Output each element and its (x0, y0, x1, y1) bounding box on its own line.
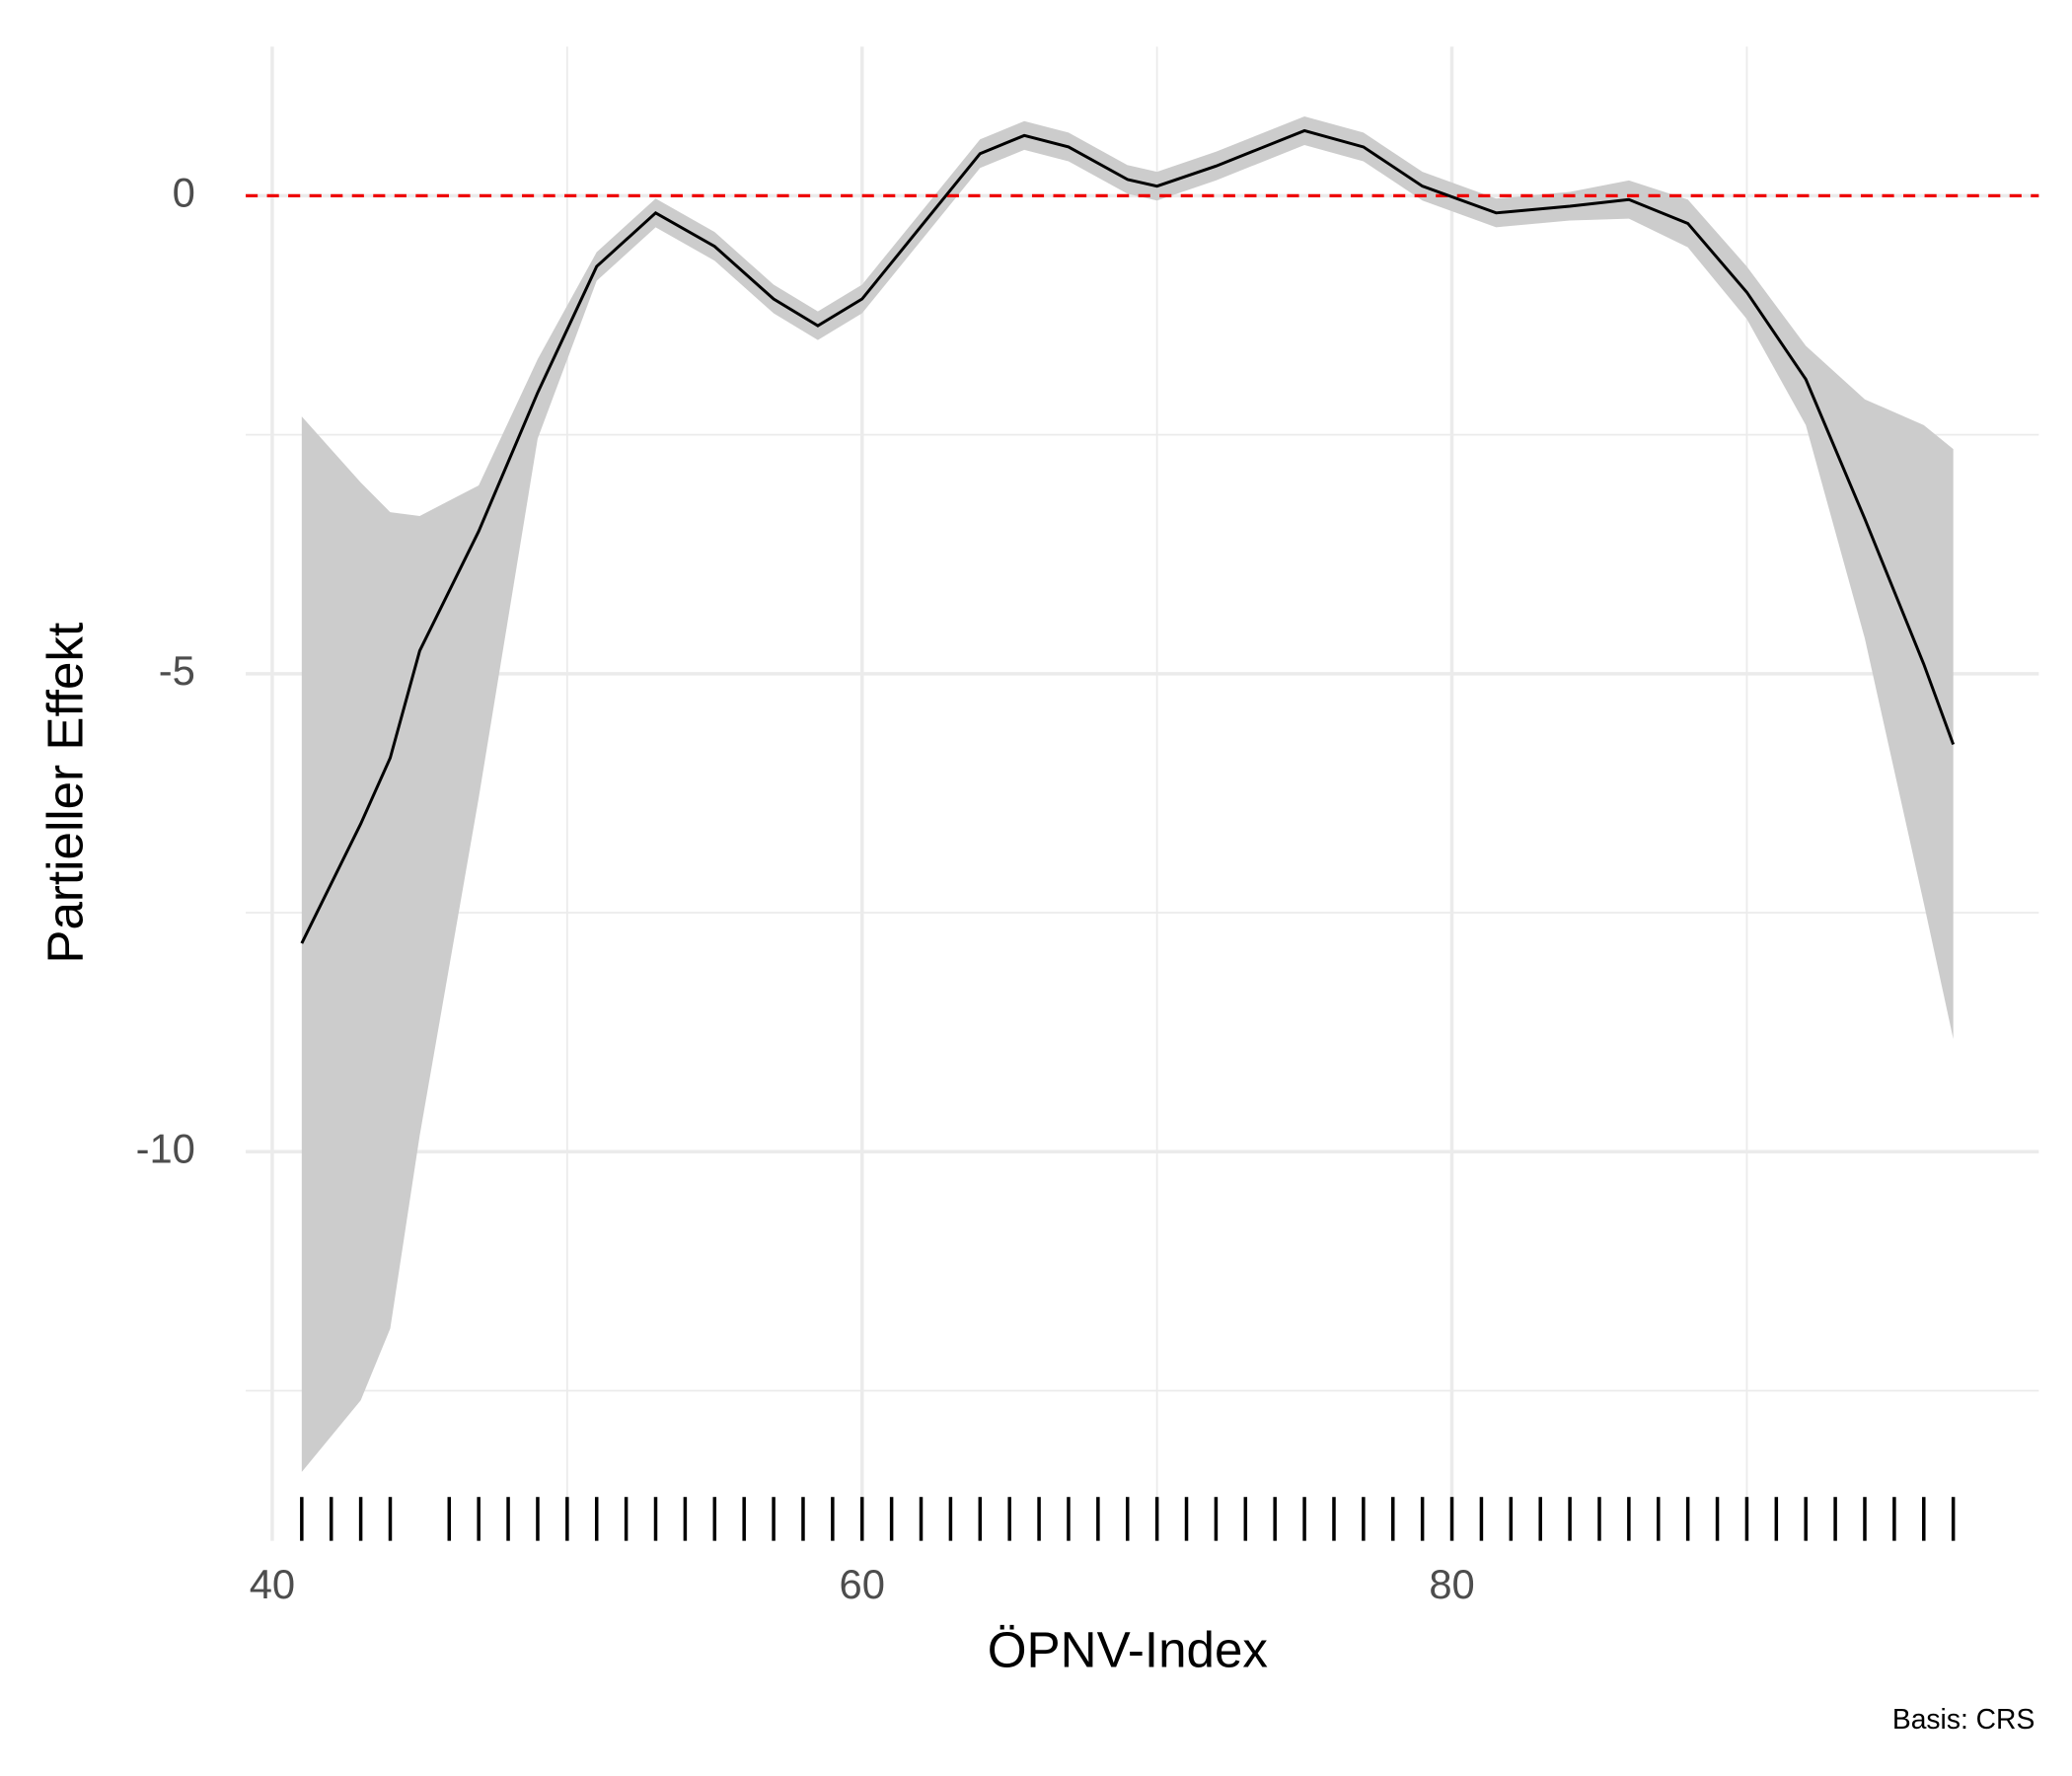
grid (246, 46, 2039, 1541)
y-tick-label: -10 (136, 1125, 195, 1171)
plot-area (246, 115, 2039, 1541)
x-tick-label: 80 (1429, 1561, 1474, 1607)
y-tick-label: 0 (173, 169, 195, 215)
effect-line (300, 128, 1956, 944)
x-axis-title: ÖPNV-Index (988, 1622, 1269, 1678)
caption: Basis: CRS (1892, 1703, 2035, 1735)
x-tick-label: 40 (250, 1561, 295, 1607)
x-tick-label: 60 (840, 1561, 885, 1607)
confidence-band (301, 115, 1954, 1472)
y-axis-title: Partieller Effekt (37, 623, 94, 964)
y-tick-label: -5 (159, 647, 195, 694)
